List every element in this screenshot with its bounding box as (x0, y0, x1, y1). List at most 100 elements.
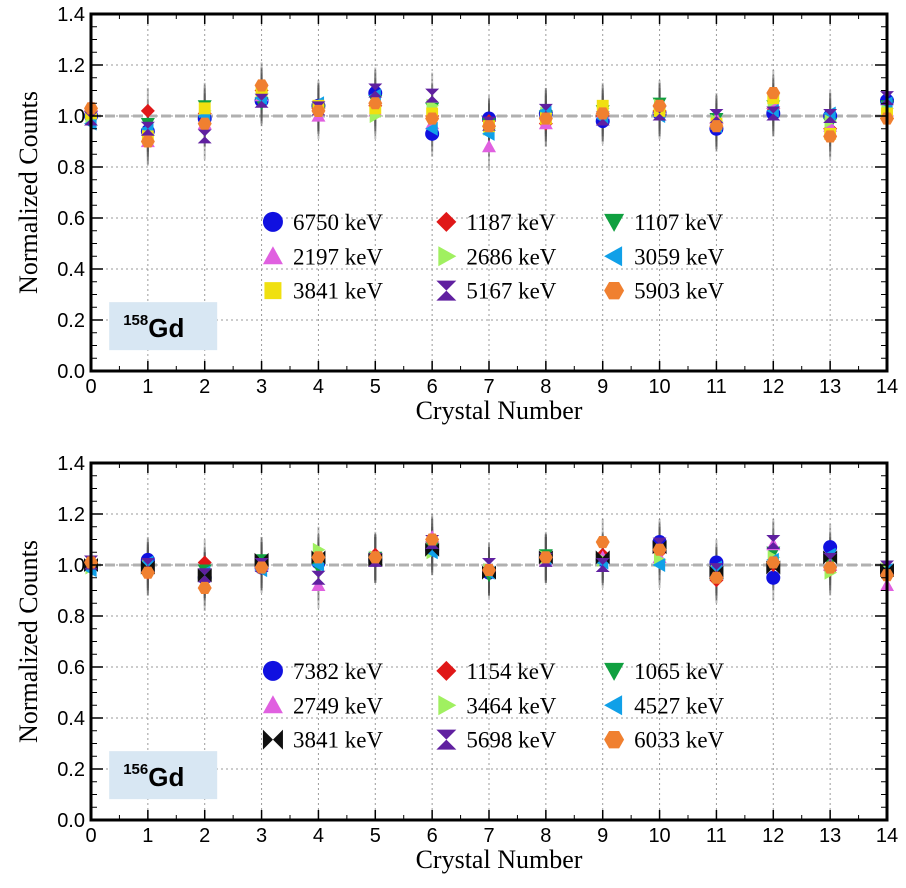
y-tick-label: 1.2 (57, 55, 85, 77)
legend-item: 5903 keV (604, 279, 725, 304)
data-point-1187-keV (140, 103, 155, 118)
y-tick-label: 0.4 (57, 259, 85, 281)
legend: 6750 keV 1187 keV 1107 keV 2197 keV 2686 keV… (262, 210, 725, 304)
legend-item: 3841 keV (262, 728, 383, 753)
x-tick-label: 6 (427, 376, 438, 398)
data-point-2197-keV (482, 139, 496, 153)
y-tick-label: 1.2 (57, 504, 85, 526)
x-tick-label: 1 (142, 825, 153, 847)
legend-label: 1154 keV (466, 659, 556, 684)
legend-label: 2686 keV (466, 244, 556, 269)
legend-label: 6033 keV (634, 728, 724, 753)
legend-marker (262, 211, 283, 232)
data-point-5903-keV (482, 120, 496, 133)
data-point-5167-keV (368, 83, 383, 98)
y-tick-label: 1.0 (57, 555, 85, 577)
data-point-5698-keV (311, 570, 326, 585)
x-tick-label: 3 (256, 376, 267, 398)
data-point-3841-keV (198, 102, 211, 115)
x-tick-label: 7 (483, 376, 494, 398)
legend-label: 3841 keV (293, 279, 383, 304)
y-tick-label: 1.0 (57, 106, 85, 128)
y-tick-label: 0.2 (57, 759, 85, 781)
data-point-5903-keV (766, 86, 781, 100)
legend-marker (604, 246, 623, 267)
data-point-6033-keV (311, 551, 326, 564)
legend-label: 1187 keV (466, 210, 556, 235)
x-tick-label: 12 (762, 825, 784, 847)
legend-label: 5903 keV (634, 279, 724, 304)
data-point-6033-keV (482, 564, 496, 577)
isotope-label-background (109, 751, 218, 800)
x-tick-label: 6 (427, 825, 438, 847)
data-point-5903-keV (311, 104, 326, 117)
data-point-6033-keV (538, 551, 553, 564)
data-point-5903-keV (652, 99, 667, 112)
legend-label: 2197 keV (293, 244, 383, 269)
x-tick-label: 4 (313, 825, 324, 847)
legend-item: 5167 keV (436, 279, 557, 304)
y-tick-label: 0.8 (57, 157, 85, 179)
x-tick-label: 2 (199, 825, 210, 847)
x-tick-label: 11 (706, 376, 727, 398)
y-tick-label: 0.8 (57, 606, 85, 628)
tick-marks (90, 13, 888, 372)
y-tick-label: 0.4 (57, 708, 85, 730)
legend-label: 4527 keV (634, 693, 724, 718)
x-tick-label: 9 (597, 825, 608, 847)
y-tick-label: 0.6 (57, 657, 85, 679)
data-point-5167-keV (140, 121, 155, 136)
legend-marker (604, 662, 625, 681)
x-tick-label: 2 (199, 376, 210, 398)
data-points (84, 62, 894, 170)
legend-item: 3059 keV (604, 244, 725, 269)
x-tick-label: 12 (762, 376, 784, 398)
x-tick-label: 5 (370, 376, 381, 398)
x-tick-label: 9 (597, 376, 608, 398)
data-point-6033-keV (368, 551, 383, 564)
isotope-element: Gd (148, 762, 184, 792)
legend-item: 1187 keV (436, 210, 556, 235)
data-point-6033-keV (766, 556, 781, 569)
x-tick-label: 13 (819, 825, 841, 847)
isotope-element: Gd (148, 313, 184, 343)
isotope-mass-number: 158 (123, 312, 148, 329)
legend-item: 2749 keV (262, 693, 383, 718)
legend-marker (262, 695, 283, 714)
isotope-label-box: 156Gd (109, 751, 218, 800)
legend-item: 1107 keV (604, 210, 724, 235)
legend-item: 7382 keV (262, 659, 383, 684)
data-point-5903-keV (140, 135, 155, 148)
data-point-5167-keV (823, 109, 838, 123)
data-point-5698-keV (595, 558, 610, 572)
legend-marker (436, 280, 457, 301)
data-point-5167-keV (709, 109, 724, 123)
data-point-6033-keV (425, 533, 440, 546)
y-tick-label: 1.4 (57, 453, 85, 475)
x-axis-label: Crystal Number (416, 396, 583, 425)
legend-label: 1065 keV (634, 659, 724, 684)
legend-label: 3841 keV (293, 728, 383, 753)
chart-panel-156Gd: 0 1 2 3 4 5 6 7 8 9 10 11 12 13 140.00.20.40.60.81.01.… (14, 453, 898, 874)
legend-item: 1154 keV (436, 659, 556, 684)
data-point-5903-keV (425, 112, 440, 125)
legend-item: 3841 keV (264, 279, 383, 304)
data-point-4527-keV (652, 558, 666, 572)
x-tick-label: 0 (85, 376, 96, 398)
isotope-label: 156Gd (123, 761, 184, 792)
data-point-6033-keV (709, 571, 724, 584)
x-tick-label: 10 (648, 376, 670, 398)
legend-item: 4527 keV (604, 693, 725, 718)
legend-label: 2749 keV (293, 693, 383, 718)
legend-marker (604, 695, 623, 716)
x-tick-label: 4 (313, 376, 324, 398)
y-axis-label: Normalized Counts (14, 540, 43, 743)
legend-marker (436, 660, 457, 681)
legend-marker (604, 213, 625, 232)
legend-item: 1065 keV (604, 659, 725, 684)
legend-label: 1107 keV (634, 210, 724, 235)
data-point-6033-keV (197, 581, 212, 595)
data-point-5903-keV (538, 112, 553, 125)
legend-label: 3464 keV (466, 693, 556, 718)
data-point-3059-keV (425, 121, 438, 136)
